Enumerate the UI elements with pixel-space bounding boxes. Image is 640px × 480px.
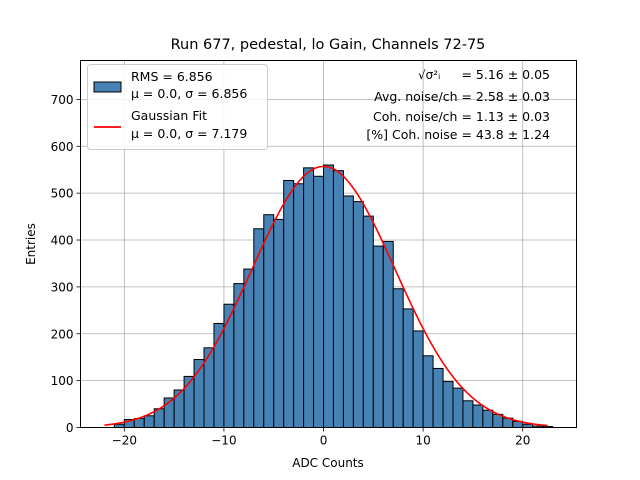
histogram-bar [342,195,354,428]
x-axis-label: ADC Counts [292,456,364,470]
sigma-symbol: √σ²ᵢ [418,68,440,82]
histogram-bar [372,245,384,428]
y-tick-label: 100 [51,374,74,388]
histogram-bar [323,164,334,429]
histogram-bar [442,381,454,428]
legend-fit-sublabel: μ = 0.0, σ = 7.179 [131,126,247,141]
histogram-bar [223,303,235,428]
noise-annotations: √σ²ᵢ = 5.16 ± 0.05 Avg. noise/ch = 2.58 … [366,67,550,142]
histogram-bar [382,240,394,428]
histogram-bar [402,308,414,429]
coh-noise-percent-annotation: [%] Coh. noise = 43.8 ± 1.24 [366,127,550,142]
x-axis-ticks: −20 −10 0 10 20 [112,427,530,448]
histogram-bar [273,218,285,428]
histogram-bar [392,288,404,428]
histogram-bar [452,387,464,429]
y-tick-label: 700 [51,93,74,107]
legend-box [87,64,268,150]
histogram-bar [303,167,315,428]
histogram-bar [432,367,444,429]
total-noise-annotation: √σ²ᵢ = 5.16 ± 0.05 [418,67,550,82]
legend-histogram-swatch [93,81,122,93]
histogram-bar [293,183,305,428]
y-tick-label: 400 [51,234,74,248]
avg-noise-annotation: Avg. noise/ch = 2.58 ± 0.03 [374,89,550,104]
histogram-bar [263,214,275,428]
y-axis-ticks: 0 100 200 300 400 500 600 700 [51,93,81,435]
y-tick-label: 0 [66,421,74,435]
y-tick-label: 300 [51,280,74,294]
histogram-bar [332,170,344,428]
histogram-bar [253,228,265,428]
legend: RMS = 6.856 μ = 0.0, σ = 6.856 Gaussian … [87,64,268,150]
histogram-bar [143,415,155,429]
histogram-bar [362,215,374,428]
y-tick-label: 200 [51,327,74,341]
gaussian-fit-curve [104,165,548,427]
histogram-bars [113,164,554,429]
legend-histogram-label: RMS = 6.856 [131,69,213,84]
plot-frame [80,60,577,428]
histogram-bar [462,400,474,429]
x-tick-label: −20 [112,434,137,448]
histogram-bar [412,330,424,428]
histogram-bar [472,404,484,429]
legend-histogram-sublabel: μ = 0.0, σ = 6.856 [131,86,247,101]
histogram-bar [243,268,255,428]
x-tick-label: 20 [515,434,530,448]
x-tick-label: 0 [320,434,328,448]
coh-noise-annotation: Coh. noise/ch = 1.13 ± 0.03 [373,109,550,124]
legend-fit-label: Gaussian Fit [131,108,207,123]
x-tick-label: 10 [415,434,430,448]
histogram-bar [482,409,494,428]
chart-title: Run 677, pedestal, lo Gain, Channels 72-… [171,37,486,53]
histogram-bar [352,201,364,428]
histogram-bar [313,175,325,428]
x-tick-label: −10 [211,434,236,448]
total-noise-value: = 5.16 ± 0.05 [461,67,550,82]
y-tick-label: 600 [51,140,74,154]
histogram-bar [283,179,295,428]
histogram-bar [422,355,434,428]
y-axis-label: Entries [24,223,38,265]
histogram-bar [173,389,185,429]
y-tick-label: 500 [51,187,74,201]
